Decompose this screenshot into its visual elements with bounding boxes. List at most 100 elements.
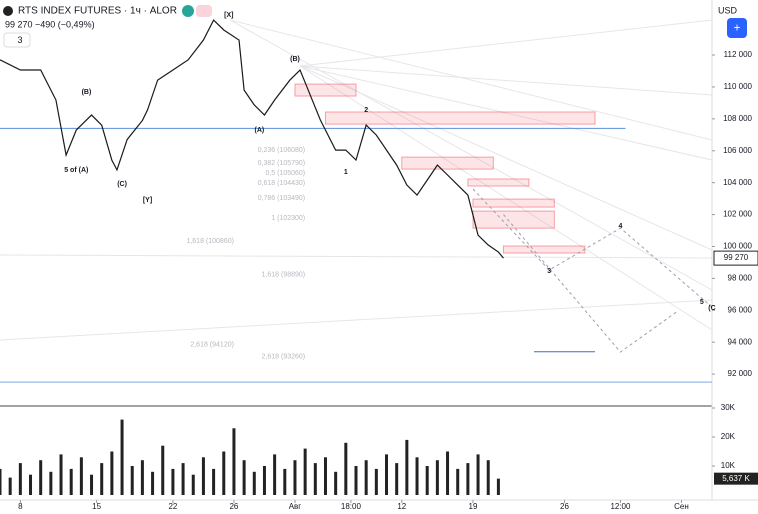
y-tick-label: 104 000 [723,178,752,187]
wave-label: (C [708,305,715,312]
indicator-toggle[interactable] [3,32,31,48]
wave-label: 1 [344,169,348,176]
fib-label: 2,618 (94120) [190,341,234,348]
volume-bar [181,463,185,495]
volume-bar [385,454,389,495]
volume-bar [262,466,266,495]
volume-bar [323,457,327,495]
fib-label: 0,618 (104430) [258,180,305,187]
y-tick-label: 110 000 [724,82,753,91]
volume-tick-label: 20K [721,432,736,441]
wave-label: (B) [290,56,300,63]
last-price-label: 99 270 [724,253,749,262]
wave-label: 3 [547,268,551,275]
y-tick-label: 96 000 [728,305,753,314]
volume-tick-label: 10K [721,461,736,470]
fan-lines [0,19,713,341]
y-tick-label: 98 000 [728,273,753,282]
volume-bar [171,468,175,495]
wave-label: 5 of (A) [64,167,88,174]
alert-badge[interactable] [196,5,212,17]
volume-bar [456,468,460,495]
add-icon[interactable]: + [733,21,740,35]
status-dot[interactable] [182,5,194,17]
wave-label: (B) [82,89,92,96]
volume-bar [435,460,439,495]
fib-label: 0,786 (103490) [258,195,305,202]
last-volume-box [714,472,758,485]
currency[interactable]: USD [718,5,738,15]
x-tick-label: 26 [560,502,569,511]
volume-bar [273,454,277,495]
chart-title: RTS INDEX FUTURES · 1ч · ALOR [18,6,177,17]
volume-bar [364,460,368,495]
projection-path [472,188,713,308]
volume-bar [212,468,216,495]
x-tick-label: 22 [168,502,177,511]
supply-zone [472,198,555,208]
volume-bar [79,457,83,495]
supply-zone [401,156,494,170]
volume-bar [293,460,297,495]
wave-label: [X] [224,12,233,19]
y-tick-label: 112 000 [724,50,753,59]
volume-bar [425,466,429,495]
x-tick-label: Авг [289,502,302,511]
wave-label: 2 [364,107,368,114]
volume-bar [49,471,53,495]
volume-bar [161,445,165,495]
volume-bar [201,457,205,495]
volume-bar [242,460,246,495]
fib-label: 2,618 (93260) [262,353,306,360]
y-tick-label: 100 000 [723,242,752,251]
x-tick-label: 15 [92,502,101,511]
fib-label: 1,618 (98890) [262,271,306,278]
supply-zone [467,178,530,187]
y-tick-label: 102 000 [723,210,752,219]
supply-zone [294,83,357,97]
volume-bar [8,477,12,495]
y-tick-label: 92 000 [728,369,753,378]
volume-bar [334,471,338,495]
price-summary: 99 270 −490 (−0,49%) [5,19,95,29]
volume-tick-label: 30K [721,403,736,412]
wave-label: (C) [117,181,127,188]
volume-bar [374,468,378,495]
volume-bar [151,471,155,495]
volume-bar [344,442,348,495]
volume-bar [415,457,419,495]
wave-label: 4 [619,223,623,230]
wave-label: 5 [700,299,704,306]
volume-bar [120,419,124,495]
indicator-count[interactable]: 3 [17,35,22,45]
price-line [0,19,504,259]
volume-bar [130,466,134,495]
add-button[interactable] [727,18,747,38]
fib-label: 0,382 (105790) [258,160,305,167]
volume-bar [466,463,470,495]
volume-bar [232,428,236,495]
wave-label: (A) [255,127,265,134]
volume-bar [39,460,43,495]
volume-bar [313,463,317,495]
volume-bar [486,460,490,495]
symbol-icon [3,6,13,16]
supply-zone [472,210,555,229]
volume-bar [69,468,73,495]
x-tick-label: Сен [674,502,689,511]
volume-bar [252,471,256,495]
volume-bar [191,474,195,495]
x-tick-label: 12:00 [610,502,631,511]
x-tick-label: 18:00 [341,502,362,511]
y-tick-label: 108 000 [723,114,752,123]
last-volume-label: 5,637 K [722,474,750,483]
y-tick-label: 106 000 [723,146,752,155]
volume-bar [395,463,399,495]
volume-bar [18,463,22,495]
volume-bar [110,451,114,495]
volume-bar [222,451,226,495]
volume-bar [446,451,450,495]
supply-zone [502,245,586,254]
x-tick-label: 26 [229,502,238,511]
